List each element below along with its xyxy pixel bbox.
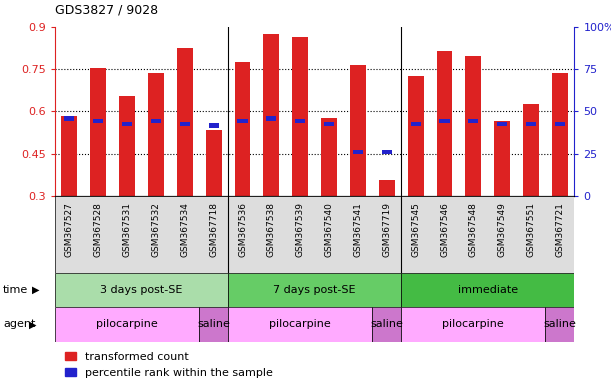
Text: pilocarpine: pilocarpine xyxy=(269,319,331,329)
Bar xyxy=(468,119,478,124)
Text: ▶: ▶ xyxy=(32,285,39,295)
Text: GSM367548: GSM367548 xyxy=(469,202,478,257)
Bar xyxy=(350,65,366,196)
Text: saline: saline xyxy=(543,319,576,329)
Bar xyxy=(93,119,103,124)
Text: pilocarpine: pilocarpine xyxy=(97,319,158,329)
Bar xyxy=(552,73,568,196)
Bar xyxy=(119,96,135,196)
Text: pilocarpine: pilocarpine xyxy=(442,319,504,329)
Bar xyxy=(439,119,450,124)
Text: GSM367551: GSM367551 xyxy=(527,202,536,257)
Bar xyxy=(401,273,574,307)
Bar xyxy=(266,116,276,121)
Bar xyxy=(497,122,507,126)
Text: GSM367528: GSM367528 xyxy=(93,202,103,257)
Text: GDS3827 / 9028: GDS3827 / 9028 xyxy=(55,4,158,17)
Text: GSM367534: GSM367534 xyxy=(180,202,189,257)
Bar xyxy=(235,62,251,196)
Bar xyxy=(148,73,164,196)
Text: GSM367531: GSM367531 xyxy=(123,202,131,257)
Text: GSM367718: GSM367718 xyxy=(209,202,218,257)
Bar xyxy=(526,122,536,126)
Bar xyxy=(151,119,161,124)
Text: GSM367549: GSM367549 xyxy=(498,202,507,257)
Bar xyxy=(321,118,337,196)
Bar xyxy=(199,307,228,342)
Text: GSM367539: GSM367539 xyxy=(296,202,305,257)
Bar xyxy=(324,122,334,126)
Text: GSM367538: GSM367538 xyxy=(267,202,276,257)
Bar xyxy=(180,122,190,126)
Bar xyxy=(555,122,565,126)
Text: immediate: immediate xyxy=(458,285,518,295)
Text: GSM367536: GSM367536 xyxy=(238,202,247,257)
Text: GSM367546: GSM367546 xyxy=(440,202,449,257)
Bar xyxy=(55,196,574,273)
Bar xyxy=(206,130,222,196)
Bar xyxy=(379,180,395,196)
Bar xyxy=(546,307,574,342)
Bar xyxy=(177,48,192,196)
Bar xyxy=(382,150,392,154)
Bar xyxy=(62,116,78,196)
Bar xyxy=(437,51,452,196)
Legend: transformed count, percentile rank within the sample: transformed count, percentile rank withi… xyxy=(60,348,277,382)
Bar xyxy=(228,307,372,342)
Bar xyxy=(523,104,539,196)
Text: GSM367540: GSM367540 xyxy=(324,202,334,257)
Bar xyxy=(55,273,228,307)
Bar xyxy=(411,122,421,126)
Text: GSM367721: GSM367721 xyxy=(555,202,565,257)
Bar xyxy=(494,121,510,196)
Bar xyxy=(292,37,308,196)
Bar xyxy=(295,119,306,124)
Text: GSM367541: GSM367541 xyxy=(353,202,362,257)
Text: GSM367527: GSM367527 xyxy=(65,202,74,257)
Bar xyxy=(466,56,481,196)
Text: agent: agent xyxy=(3,319,35,329)
Bar xyxy=(64,116,75,121)
Bar xyxy=(263,34,279,196)
Bar xyxy=(372,307,401,342)
Text: time: time xyxy=(3,285,28,295)
Text: 3 days post-SE: 3 days post-SE xyxy=(100,285,183,295)
Bar xyxy=(408,76,423,196)
Bar xyxy=(122,122,132,126)
Bar xyxy=(228,273,401,307)
Bar xyxy=(90,68,106,196)
Text: GSM367719: GSM367719 xyxy=(382,202,391,257)
Text: saline: saline xyxy=(370,319,403,329)
Text: ▶: ▶ xyxy=(29,319,37,329)
Text: saline: saline xyxy=(197,319,230,329)
Bar xyxy=(55,307,199,342)
Bar xyxy=(238,119,247,124)
Bar xyxy=(208,123,219,128)
Bar xyxy=(401,307,546,342)
Text: 7 days post-SE: 7 days post-SE xyxy=(273,285,356,295)
Text: GSM367545: GSM367545 xyxy=(411,202,420,257)
Bar xyxy=(353,150,363,154)
Text: GSM367532: GSM367532 xyxy=(152,202,161,257)
